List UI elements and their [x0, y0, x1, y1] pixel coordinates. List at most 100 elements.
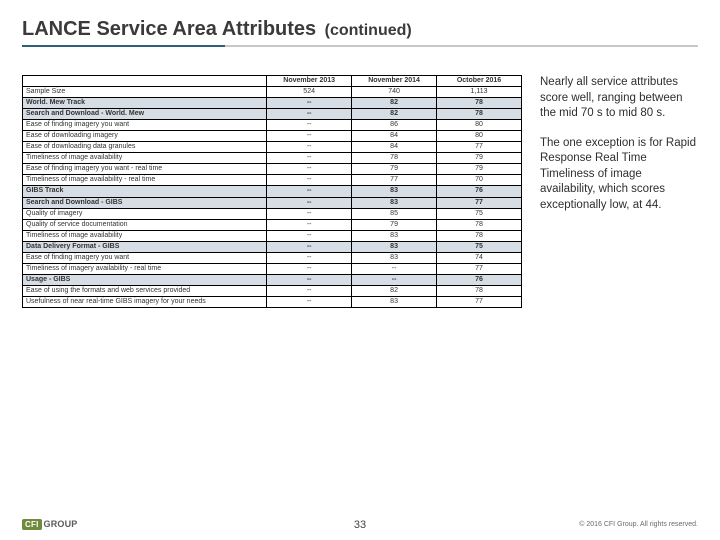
- side-paragraph-1: Nearly all service attributes score well…: [540, 75, 698, 122]
- table-row: Usage - GIBS----76: [23, 274, 522, 285]
- row-label: Ease of using the formats and web servic…: [23, 285, 267, 296]
- table-row: Timeliness of image availability--7879: [23, 153, 522, 164]
- title-main: LANCE Service Area Attributes: [22, 18, 316, 40]
- col-header-2013: November 2013: [267, 76, 352, 87]
- row-value: 84: [352, 142, 437, 153]
- row-value: --: [267, 296, 352, 307]
- row-label: Timeliness of image availability - real …: [23, 175, 267, 186]
- row-value: --: [267, 252, 352, 263]
- row-value: 79: [437, 164, 522, 175]
- row-value: 79: [352, 164, 437, 175]
- row-value: 79: [437, 153, 522, 164]
- row-label: Usefulness of near real-time GIBS imager…: [23, 296, 267, 307]
- row-value: 77: [437, 263, 522, 274]
- row-value: 79: [352, 219, 437, 230]
- row-label: Ease of finding imagery you want: [23, 252, 267, 263]
- row-value: 74: [437, 252, 522, 263]
- table-row: Ease of finding imagery you want--8680: [23, 120, 522, 131]
- row-value: 78: [437, 98, 522, 109]
- row-value: --: [267, 98, 352, 109]
- table-row: Ease of finding imagery you want--8374: [23, 252, 522, 263]
- row-label: Ease of downloading data granules: [23, 142, 267, 153]
- row-value: 83: [352, 296, 437, 307]
- table-row: Ease of finding imagery you want - real …: [23, 164, 522, 175]
- row-label: Usage - GIBS: [23, 274, 267, 285]
- attributes-table: November 2013 November 2014 October 2016…: [22, 75, 522, 308]
- row-value: 77: [352, 175, 437, 186]
- row-value: 83: [352, 252, 437, 263]
- table-row: Quality of imagery--8575: [23, 208, 522, 219]
- row-value: 82: [352, 285, 437, 296]
- row-label: Quality of imagery: [23, 208, 267, 219]
- page-number: 33: [354, 519, 366, 531]
- row-value: 76: [437, 274, 522, 285]
- row-value: 77: [437, 296, 522, 307]
- row-label: Search and Download - World. Mew: [23, 109, 267, 120]
- row-value: 78: [352, 153, 437, 164]
- row-label: Timeliness of image availability: [23, 230, 267, 241]
- row-label: Timeliness of image availability: [23, 153, 267, 164]
- row-value: 740: [352, 87, 437, 98]
- row-value: 82: [352, 109, 437, 120]
- row-label: Ease of downloading imagery: [23, 131, 267, 142]
- row-value: 83: [352, 197, 437, 208]
- col-header-2016: October 2016: [437, 76, 522, 87]
- row-label: GIBS Track: [23, 186, 267, 197]
- table-row: Timeliness of imagery availability - rea…: [23, 263, 522, 274]
- row-value: --: [267, 219, 352, 230]
- row-label: Timeliness of imagery availability - rea…: [23, 263, 267, 274]
- row-label: Sample Size: [23, 87, 267, 98]
- table-row: Timeliness of image availability--8378: [23, 230, 522, 241]
- row-label: Ease of finding imagery you want - real …: [23, 164, 267, 175]
- row-value: 82: [352, 98, 437, 109]
- row-value: 524: [267, 87, 352, 98]
- row-value: --: [267, 285, 352, 296]
- slide-title: LANCE Service Area Attributes (continued…: [22, 18, 698, 47]
- col-header-2014: November 2014: [352, 76, 437, 87]
- row-value: --: [267, 109, 352, 120]
- row-value: 85: [352, 208, 437, 219]
- table-row: World. Mew Track--8278: [23, 98, 522, 109]
- table-row: GIBS Track--8376: [23, 186, 522, 197]
- row-value: 83: [352, 230, 437, 241]
- side-paragraph-2: The one exception is for Rapid Response …: [540, 136, 698, 214]
- row-value: 78: [437, 285, 522, 296]
- row-value: 78: [437, 109, 522, 120]
- row-label: Ease of finding imagery you want: [23, 120, 267, 131]
- row-value: 75: [437, 241, 522, 252]
- row-value: 78: [437, 219, 522, 230]
- row-value: --: [267, 208, 352, 219]
- row-value: --: [267, 120, 352, 131]
- row-value: 83: [352, 186, 437, 197]
- row-value: 84: [352, 131, 437, 142]
- row-value: --: [267, 263, 352, 274]
- title-sub: (continued): [325, 22, 412, 39]
- row-value: --: [267, 153, 352, 164]
- row-value: 86: [352, 120, 437, 131]
- row-value: 75: [437, 208, 522, 219]
- footer-logo: CFIGROUP: [22, 519, 78, 530]
- row-value: --: [267, 197, 352, 208]
- copyright-text: © 2016 CFI Group. All rights reserved.: [579, 521, 698, 528]
- row-value: 70: [437, 175, 522, 186]
- table-row: Data Delivery Format - GIBS--8375: [23, 241, 522, 252]
- table-row: Quality of service documentation--7978: [23, 219, 522, 230]
- row-value: --: [267, 186, 352, 197]
- side-commentary: Nearly all service attributes score well…: [522, 75, 698, 308]
- slide-footer: CFIGROUP 33 © 2016 CFI Group. All rights…: [0, 519, 720, 530]
- row-value: 83: [352, 241, 437, 252]
- table-row: Sample Size5247401,113: [23, 87, 522, 98]
- row-value: 80: [437, 131, 522, 142]
- row-value: --: [267, 131, 352, 142]
- row-value: 77: [437, 142, 522, 153]
- row-value: 77: [437, 197, 522, 208]
- row-value: --: [267, 164, 352, 175]
- row-value: --: [352, 274, 437, 285]
- col-header-blank: [23, 76, 267, 87]
- row-value: --: [267, 274, 352, 285]
- row-value: 80: [437, 120, 522, 131]
- row-value: --: [267, 142, 352, 153]
- row-value: --: [267, 230, 352, 241]
- table-row: Usefulness of near real-time GIBS imager…: [23, 296, 522, 307]
- row-value: --: [267, 175, 352, 186]
